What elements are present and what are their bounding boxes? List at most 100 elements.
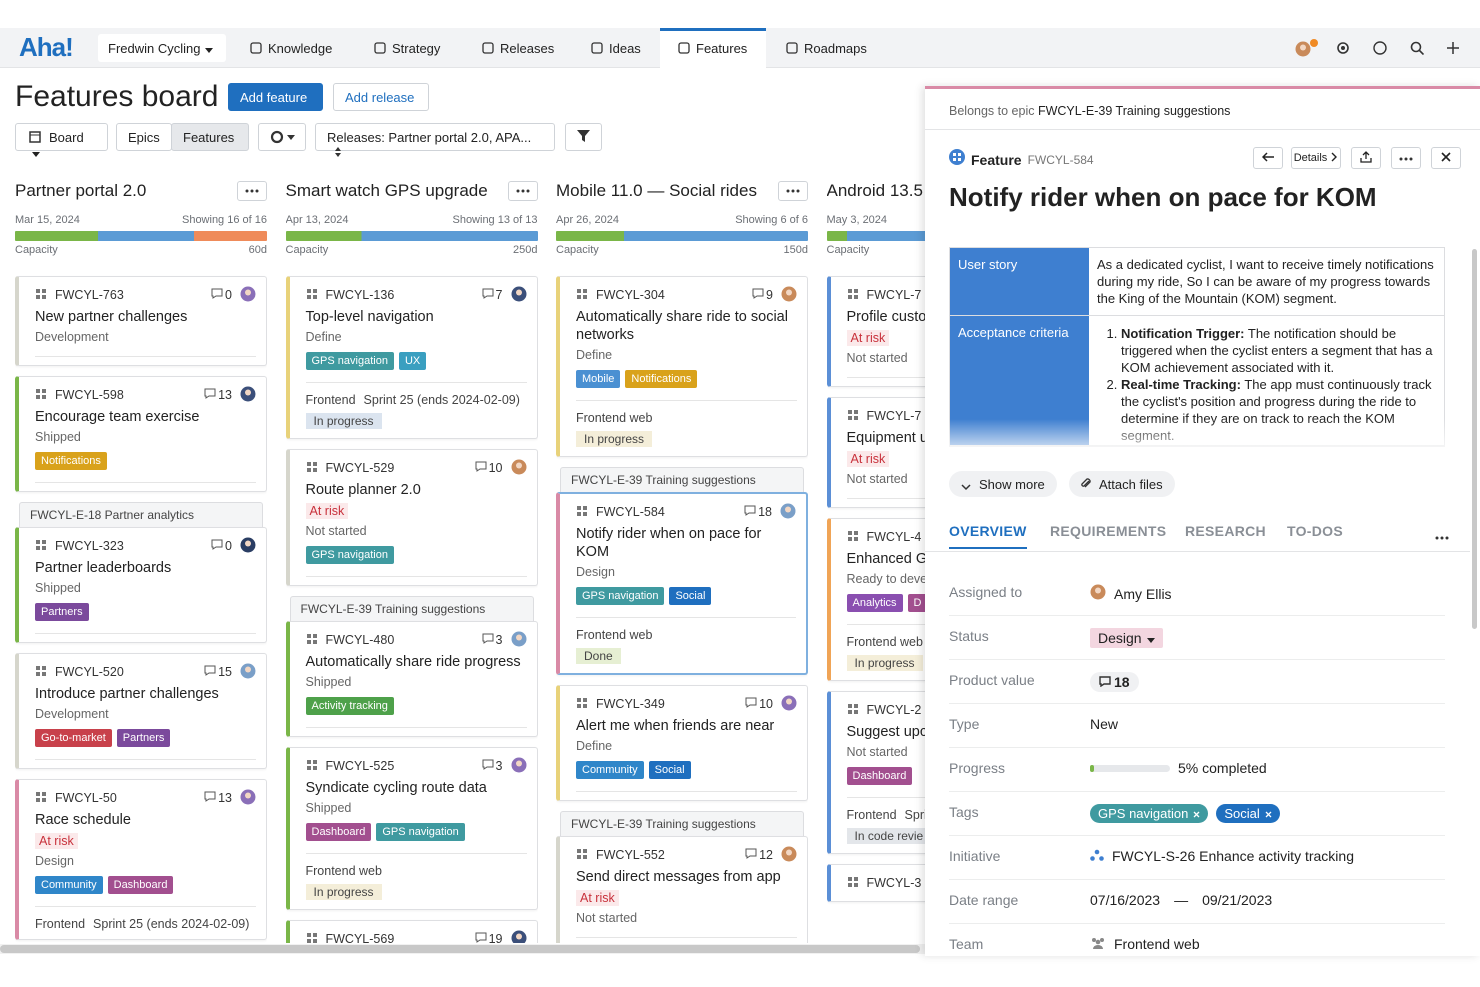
button[interactable]: Add release (333, 83, 429, 111)
feature-card[interactable]: FWCYL-529 10 Route planner 2.0 At risk Not s… (285, 449, 538, 586)
nav-tab[interactable]: Roadmaps (786, 28, 867, 68)
showing-count: Showing 16 of 16 (181, 214, 267, 226)
icon-rect (250, 42, 262, 54)
panel-button[interactable] (1391, 147, 1421, 169)
detail-tab[interactable]: REQUIREMENTS (1050, 523, 1167, 539)
attach-files[interactable]: Attach files (1069, 471, 1175, 497)
feature-title: Introduce partner challenges (35, 686, 219, 702)
feature-card[interactable]: FWCYL-50 13 Race schedule At risk Design Comm… (15, 779, 267, 940)
nav-tab[interactable]: Releases (482, 28, 554, 68)
feature-card[interactable]: FWCYL-525 3 Syndicate cycling route data Sh… (285, 747, 538, 910)
team: Frontend web (305, 864, 382, 878)
column-meta: Apr 13, 2024 Showing 13 of 13 (286, 214, 538, 226)
nav-icon[interactable] (1446, 41, 1460, 60)
epic-name[interactable]: FWCYL-E-39 Training suggestions (1037, 104, 1231, 118)
button[interactable]: Add feature (228, 83, 323, 111)
avatar (780, 503, 796, 522)
nav-tab[interactable]: Strategy (374, 28, 440, 68)
icon-g (1092, 938, 1104, 949)
page-title: Features board (15, 80, 219, 113)
criterion: Notification Trigger: The notification s… (1121, 325, 1436, 376)
nav-tab[interactable]: Features (660, 28, 766, 68)
feature-card[interactable]: FWCYL-763 0 New partner challenges Developm… (15, 276, 267, 366)
nav-icon[interactable] (1373, 41, 1387, 60)
button-label: Board (49, 130, 84, 145)
workspace-select[interactable]: Fredwin Cycling (98, 34, 226, 62)
assignee[interactable]: Amy Ellis (1114, 585, 1172, 602)
capacity-label: Capacity (556, 244, 599, 256)
tag[interactable]: GPS navigation (1090, 804, 1209, 823)
avatar (781, 286, 797, 305)
feature-title: Send direct messages from app (576, 869, 781, 885)
field-label: Status (949, 628, 989, 644)
icon-circle (1341, 46, 1345, 50)
icon-rect (853, 882, 858, 887)
feature-title: Syndicate cycling route data (305, 780, 487, 796)
feature-status: Development (35, 330, 109, 344)
nav-tab[interactable]: Knowledge (250, 28, 332, 68)
logo[interactable]: Aha! (19, 32, 74, 62)
feature-card[interactable]: FWCYL-480 3 Automatically share ride progr… (285, 621, 538, 737)
icon-rect (36, 671, 40, 676)
capacity-bar (556, 231, 808, 241)
button[interactable]: Releases: Partner portal 2.0, APA... (315, 123, 555, 157)
card-divider (305, 853, 527, 854)
card-id-row: FWCYL-598 13 (35, 385, 256, 405)
tag-list: Activity tracking (305, 697, 527, 715)
button[interactable] (565, 123, 602, 151)
icon-rect (847, 288, 852, 293)
button[interactable]: Board (15, 123, 108, 157)
nav-icon[interactable] (1336, 41, 1350, 60)
feature-card[interactable]: FWCYL-552 12 Send direct messages from app… (556, 836, 808, 943)
horizontal-scrollbar[interactable] (0, 944, 925, 954)
feature-card[interactable]: FWCYL-520 15 Introduce partner challenges D… (15, 653, 267, 769)
button-label: Add release (345, 90, 415, 105)
icon-rect (958, 158, 961, 161)
icon (1441, 151, 1451, 165)
icon-circle (255, 189, 259, 193)
status-pill[interactable]: Design (1090, 628, 1163, 648)
detail-tab[interactable]: OVERVIEW (949, 523, 1027, 549)
button[interactable]: Features (171, 123, 249, 151)
card-id-row: FWCYL-50 13 (35, 788, 256, 808)
tag: Notifications (625, 370, 698, 388)
feature-status: Design (35, 854, 74, 868)
team: Frontend (305, 393, 356, 407)
capacity-label: Capacity (826, 244, 870, 256)
card-footer: Frontend Sprint 25 (ends 2024-02-09) (306, 383, 527, 407)
tab-label: Roadmaps (804, 41, 867, 56)
record-type-label: Feature (971, 151, 1022, 168)
initiative[interactable]: FWCYL-S-26 Enhance activity tracking (1112, 848, 1354, 864)
feature-card[interactable]: FWCYL-323 0 Partner leaderboards Shipped Par… (15, 527, 267, 643)
icon-circle (1310, 39, 1318, 47)
show-more[interactable]: Show more (949, 471, 1057, 497)
feature-card[interactable]: FWCYL-304 9 Automatically share ride to so… (556, 276, 808, 457)
panel-button[interactable] (1351, 147, 1381, 169)
nav-icon[interactable] (1295, 41, 1311, 62)
icon-svg (1337, 42, 1349, 54)
detail-tab[interactable]: TO-DOS (1287, 523, 1343, 539)
feature-card[interactable]: FWCYL-136 7 Top-level navigation Define GPS … (285, 276, 538, 439)
nav-tab[interactable]: Ideas (591, 28, 641, 68)
capacity-bar (285, 231, 538, 241)
nav-icon[interactable] (1410, 41, 1425, 60)
button[interactable]: Epics (116, 123, 172, 151)
feature-card[interactable]: FWCYL-349 10 Alert me when friends are nea… (556, 685, 808, 801)
feature-card[interactable]: FWCYL-598 13 Encourage team exercise Shippe… (15, 376, 267, 492)
vertical-scrollbar[interactable] (1472, 249, 1477, 629)
scroll-thumb[interactable] (0, 945, 920, 953)
feature-card[interactable]: FWCYL-569 19 (285, 920, 538, 943)
tag: UX (398, 352, 427, 370)
detail-tab[interactable]: RESEARCH (1185, 523, 1266, 539)
tag[interactable]: Social (1216, 804, 1280, 823)
panel-button[interactable] (1253, 147, 1283, 169)
icon-svg (211, 539, 223, 550)
tab-icon (482, 41, 500, 56)
panel-button[interactable]: Details (1291, 147, 1341, 169)
panel-button[interactable] (1431, 147, 1461, 169)
icon-g (1090, 849, 1104, 861)
icon-rect (847, 294, 852, 299)
feature-card[interactable]: FWCYL-584 18 Notify rider when on pace for… (556, 492, 808, 675)
button[interactable] (258, 123, 306, 151)
progress-bar (1090, 764, 1094, 772)
